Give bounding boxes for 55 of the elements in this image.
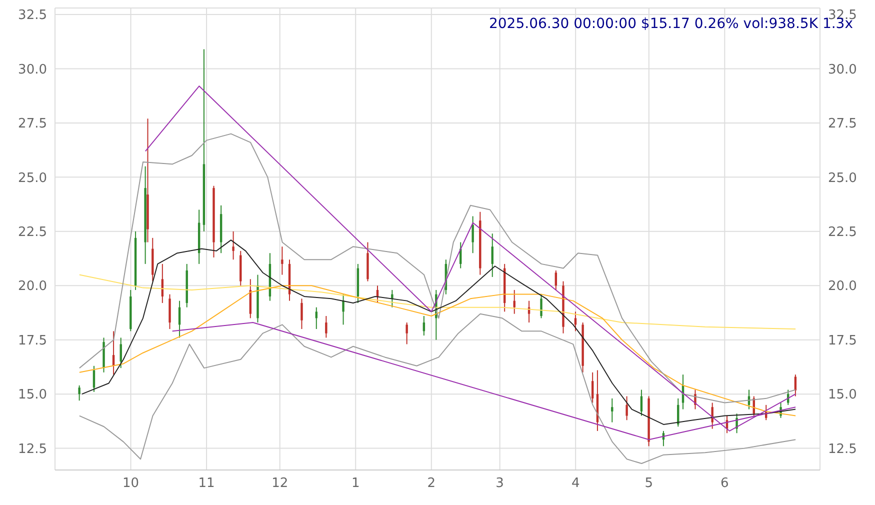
candlestick xyxy=(300,298,303,330)
candlestick xyxy=(540,294,542,319)
candlestick xyxy=(640,389,643,416)
candlestick xyxy=(120,337,122,369)
candlestick xyxy=(315,306,318,330)
x-tick-label: 11 xyxy=(198,476,215,492)
line-series xyxy=(78,285,796,416)
line-series xyxy=(81,240,796,425)
candlestick xyxy=(281,246,284,276)
candlestick xyxy=(794,374,797,397)
y2-tick-label: 30.0 xyxy=(828,62,857,78)
y2-tick-label: 22.5 xyxy=(828,225,857,240)
y-tick-label: 27.5 xyxy=(18,116,47,132)
x-tick-label: 2 xyxy=(427,476,436,492)
candlestick xyxy=(513,289,516,314)
y2-tick-label: 27.5 xyxy=(828,116,857,132)
y2-tick-label: 15.0 xyxy=(828,388,857,403)
x-tick-label: 1 xyxy=(351,476,360,492)
line-series xyxy=(78,274,796,330)
candlestick xyxy=(554,270,558,290)
candlestick xyxy=(711,402,714,430)
x-tick-label: 4 xyxy=(571,476,580,492)
candlestick xyxy=(406,322,408,345)
candlestick xyxy=(78,384,80,402)
y-tick-label: 12.5 xyxy=(18,442,47,457)
candlestick xyxy=(591,372,594,404)
y2-tick-label: 20.0 xyxy=(828,279,857,294)
y-tick-label: 17.5 xyxy=(18,333,47,348)
y-tick-label: 25.0 xyxy=(18,170,47,186)
candlestick xyxy=(391,289,394,308)
x-tick-label: 10 xyxy=(122,476,140,492)
y-tick-label: 32.5 xyxy=(18,8,47,24)
candlestick xyxy=(491,233,494,278)
y-tick-label: 15.0 xyxy=(18,388,47,403)
x-tick-label: 12 xyxy=(272,476,288,492)
candlestick xyxy=(92,365,96,392)
candlestick xyxy=(611,398,614,423)
candlestick xyxy=(626,396,628,421)
line-series xyxy=(78,313,796,464)
candlestick xyxy=(342,294,344,326)
line-series xyxy=(78,133,796,404)
y2-tick-label: 17.5 xyxy=(828,333,857,348)
candlestick xyxy=(325,316,328,338)
y-tick-label: 20.0 xyxy=(18,279,47,294)
candlestick xyxy=(168,294,171,330)
y-tick-label: 30.0 xyxy=(18,62,47,78)
y2-tick-label: 25.0 xyxy=(828,170,857,186)
candlestick xyxy=(232,230,234,260)
y-tick-label: 22.5 xyxy=(18,225,47,240)
x-tick-label: 5 xyxy=(644,476,654,492)
candlestick xyxy=(472,216,474,254)
candlestick xyxy=(574,311,577,332)
x-tick-label: 3 xyxy=(496,476,504,492)
x-tick-label: 6 xyxy=(720,476,729,492)
y2-tick-label: 12.5 xyxy=(828,442,857,457)
